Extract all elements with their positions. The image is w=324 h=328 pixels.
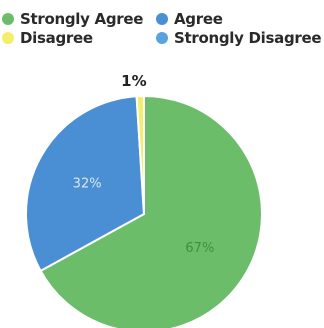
legend-swatch-agree: [156, 13, 168, 25]
legend-label-strongly-disagree: Strongly Disagree: [174, 29, 322, 47]
data-label-disagree: 1%: [121, 72, 146, 90]
pie-slice-strongly-agree: [39, 94, 263, 328]
legend-label-agree: Agree: [174, 10, 223, 28]
pie-slice-agree: [25, 95, 146, 273]
legend-item-strongly-disagree: Strongly Disagree: [156, 29, 322, 47]
data-label-strongly-agree: 67%: [185, 241, 214, 256]
legend-item-agree: Agree: [156, 10, 223, 28]
legend: Strongly Agree Agree Disagree Strongly D…: [0, 0, 324, 56]
pie-chart: 67% 32% 1%: [25, 72, 263, 328]
legend-swatch-strongly-agree: [2, 13, 14, 25]
legend-item-strongly-agree: Strongly Agree: [2, 10, 143, 28]
legend-item-disagree: Disagree: [2, 29, 93, 47]
legend-swatch-strongly-disagree: [156, 32, 168, 44]
pie-slice-disagree: [135, 94, 145, 215]
legend-label-strongly-agree: Strongly Agree: [20, 10, 144, 28]
data-label-agree: 32%: [73, 177, 102, 192]
legend-swatch-disagree: [2, 32, 14, 44]
legend-label-disagree: Disagree: [20, 29, 93, 47]
